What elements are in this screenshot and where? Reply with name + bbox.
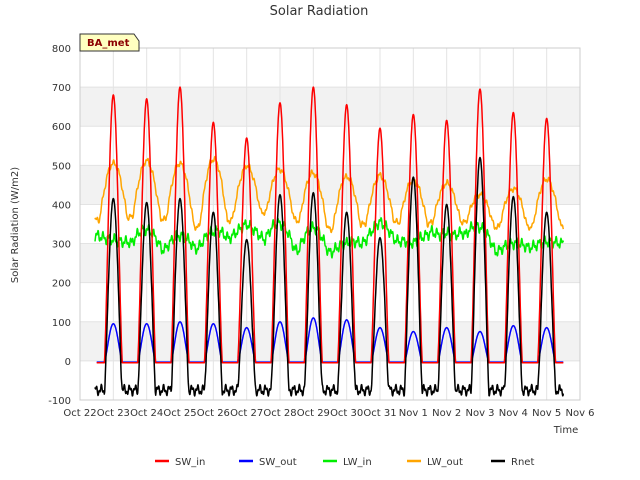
x-tick-label: Nov 5 [532, 408, 561, 419]
x-tick-label: Oct 26 [197, 408, 230, 419]
x-tick-label: Oct 25 [163, 408, 196, 419]
y-tick-label: 600 [52, 122, 71, 133]
x-axis-ticks: Oct 22 Oct 23 Oct 24 Oct 25 Oct 26 Oct 27 Oct … [63, 408, 594, 419]
x-tick-label: Oct 23 [97, 408, 130, 419]
x-tick-label: Nov 4 [499, 408, 528, 419]
x-tick-label: Nov 2 [432, 408, 461, 419]
y-tick-label: 300 [52, 240, 71, 251]
x-tick-label: Nov 6 [565, 408, 594, 419]
legend-label: LW_in [343, 457, 372, 468]
badge: BA_met [79, 33, 140, 52]
x-axis-label: Time [553, 425, 578, 436]
x-tick-label: Nov 1 [399, 408, 428, 419]
legend-label: LW_out [427, 457, 463, 468]
y-tick-label: 400 [52, 200, 71, 211]
y-axis-ticks: -100 0 100 200 300 400 500 600 700 800 [48, 44, 71, 407]
series-layer [94, 86, 565, 397]
x-tick-label: Oct 28 [263, 408, 296, 419]
legend: SW_in SW_out LW_in LW_out Rnet [155, 457, 534, 468]
y-tick-label: 800 [52, 44, 71, 55]
grid-band [80, 87, 580, 127]
legend-label: SW_in [175, 457, 205, 468]
background-bands [80, 87, 580, 361]
badge-label: BA_met [87, 38, 130, 49]
grid-band [80, 321, 580, 361]
y-tick-label: 0 [65, 357, 71, 368]
legend-label: SW_out [259, 457, 297, 468]
y-tick-label: -100 [48, 396, 71, 407]
x-tick-label: Oct 24 [130, 408, 163, 419]
legend-label: Rnet [511, 457, 534, 468]
plot-area [79, 47, 581, 401]
x-tick-label: Oct 29 [297, 408, 330, 419]
series-line-sw-in [96, 86, 564, 364]
x-tick-label: Oct 22 [63, 408, 96, 419]
y-tick-label: 100 [52, 318, 71, 329]
y-axis-label: Solar Radiation (W/m2) [10, 167, 21, 283]
x-tick-label: Oct 27 [230, 408, 263, 419]
y-tick-label: 500 [52, 161, 71, 172]
series-line-rnet [94, 156, 565, 397]
y-tick-label: 700 [52, 83, 71, 94]
x-tick-label: Oct 31 [363, 408, 396, 419]
x-tick-label: Oct 30 [330, 408, 363, 419]
y-tick-label: 200 [52, 279, 71, 290]
chart-title: Solar Radiation [270, 4, 369, 19]
grid-band [80, 165, 580, 205]
x-tick-label: Nov 3 [465, 408, 494, 419]
